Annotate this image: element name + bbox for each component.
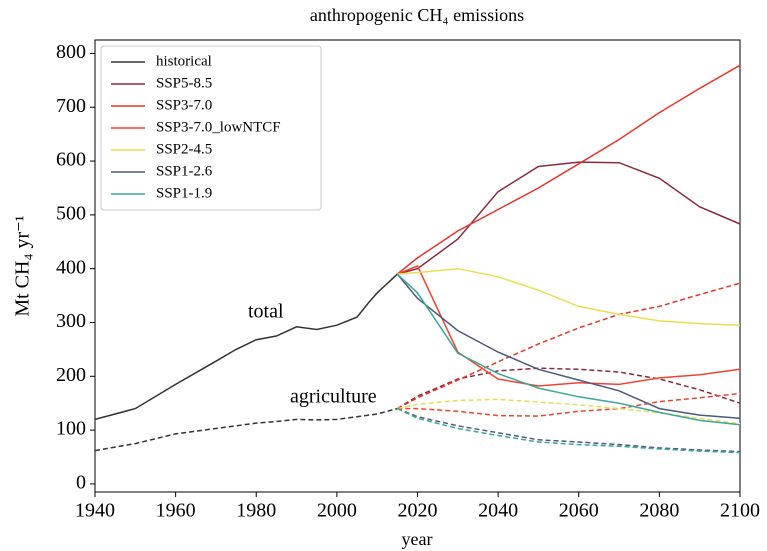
x-tick-label: 2040 xyxy=(478,500,518,522)
y-axis-label: Mt CH₄ yr⁻¹ xyxy=(12,215,34,316)
legend-label: SSP2-4.5 xyxy=(156,141,212,157)
total-line xyxy=(396,273,741,420)
x-tick-label: 2080 xyxy=(639,500,679,522)
total-line xyxy=(397,265,741,387)
x-axis-label: year xyxy=(402,529,433,549)
legend-label: SSP5-8.5 xyxy=(156,75,212,91)
total-line xyxy=(397,161,741,275)
chart-title: anthropogenic CH₄ emissions xyxy=(310,5,524,25)
y-tick-label: 200 xyxy=(56,364,86,386)
total-line xyxy=(94,273,398,421)
y-tick-label: 700 xyxy=(56,95,86,117)
y-tick-label: 400 xyxy=(56,256,86,278)
agriculture-line xyxy=(94,407,398,452)
y-tick-label: 800 xyxy=(56,41,86,63)
y-tick-label: 600 xyxy=(56,149,86,171)
x-tick-label: 1940 xyxy=(75,500,115,522)
agriculture-line xyxy=(397,398,741,425)
y-tick-label: 0 xyxy=(76,472,86,494)
annotation: total xyxy=(248,301,284,323)
legend-label: SSP3-7.0 xyxy=(156,97,212,113)
legend-label: historical xyxy=(156,53,212,69)
x-tick-label: 2000 xyxy=(317,500,357,522)
legend-label: SSP3-7.0_lowNTCF xyxy=(156,119,281,135)
agriculture-line xyxy=(397,392,741,417)
total-line xyxy=(396,64,741,275)
y-tick-label: 300 xyxy=(56,310,86,332)
y-tick-label: 100 xyxy=(56,418,86,440)
legend-label: SSP1-2.6 xyxy=(156,163,213,179)
x-tick-label: 2100 xyxy=(720,500,760,522)
agriculture-line xyxy=(396,282,741,410)
legend-label: SSP1-1.9 xyxy=(156,185,212,201)
agriculture-line xyxy=(396,407,741,454)
annotation: agriculture xyxy=(290,386,377,408)
legend-box xyxy=(100,45,322,211)
total-line xyxy=(396,273,741,426)
total-line xyxy=(397,267,741,326)
agriculture-line xyxy=(397,407,741,453)
x-tick-label: 1980 xyxy=(236,500,276,522)
x-tick-label: 2020 xyxy=(398,500,438,522)
agriculture-line xyxy=(396,367,741,410)
x-tick-label: 2060 xyxy=(559,500,599,522)
y-tick-label: 500 xyxy=(56,202,86,224)
x-tick-label: 1960 xyxy=(156,500,196,522)
